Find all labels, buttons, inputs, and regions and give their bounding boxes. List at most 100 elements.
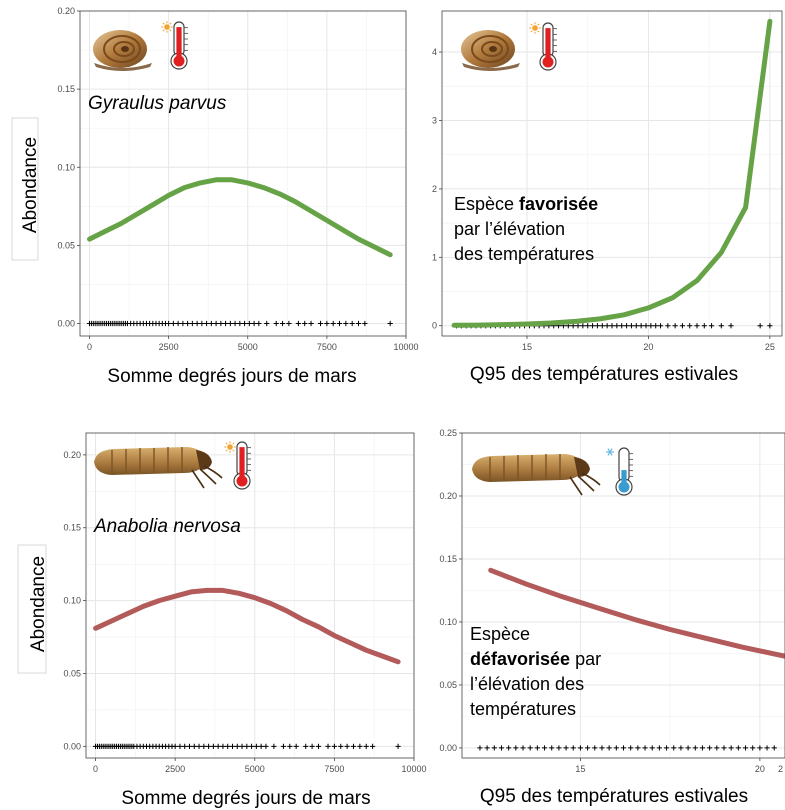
species-label: Anabolia nervosa [93,516,241,537]
observation-mark [656,745,662,751]
observation-mark [308,320,314,327]
thermometer-bulb [542,56,554,68]
observation-mark [707,745,713,751]
x-tick-label: 5000 [238,342,258,352]
observation-mark [194,320,200,327]
observation-mark [302,320,308,327]
panel-p1: 0 2500 5000 7500 10000 0.00 0.05 0.10 0.15 0.20 So… [11,6,419,387]
annotation-text: Espèce [454,194,519,214]
observation-mark [477,745,483,751]
y-tick-label: 0.10 [439,617,457,627]
observation-mark [227,320,233,327]
thermometer-level [176,27,182,59]
observation-mark [208,320,214,327]
observation-mark [246,320,252,327]
observation-mark [271,743,277,749]
observation-mark [317,320,324,327]
thermometer-cold-icon [615,447,633,496]
observation-mark [513,745,519,751]
observation-mark [575,323,581,329]
sun-ray [225,442,228,445]
observation-mark [687,323,693,329]
sun-core [164,24,170,30]
annotation-text: Espèce [470,624,530,644]
sun-icon [161,21,173,33]
annotation-text: des températures [454,244,594,264]
observation-mark [325,743,331,749]
x-tick-label: 5000 [245,764,265,774]
observation-mark [728,745,734,751]
observation-mark [599,745,605,751]
observation-mark [338,743,344,749]
observation-mark [628,323,635,329]
observation-mark [556,745,562,751]
observation-mark [229,743,236,749]
observation-mark [172,743,178,749]
sun-icon [529,22,541,34]
observation-mark [613,745,619,751]
sun-ray [537,23,540,26]
observation-mark [363,743,369,749]
sun-core [227,444,233,450]
y-tick-label: 0.20 [57,6,75,16]
observation-mark [264,320,270,327]
observation-mark [642,745,648,751]
observation-mark [280,743,287,749]
y-axis-title: Abondance [28,556,49,652]
observation-mark [258,743,264,749]
observation-mark [742,745,749,751]
y-tick-label: 1 [432,252,437,262]
observation-mark [757,745,763,751]
observation-mark [606,745,612,751]
observation-mark [253,743,259,749]
observation-mark [170,320,176,327]
observation-mark [649,745,655,751]
x-tick-label: 0 [93,764,98,774]
panel-border [85,432,415,759]
observation-mark [585,323,591,329]
observation-mark [232,320,238,327]
x-tick-label: 20 [643,342,653,352]
annotation-line: températures [470,699,576,719]
thermometer-bulb [173,55,185,67]
y-tick-label: 0.10 [63,596,81,606]
observation-mark [234,743,240,749]
observation-mark [286,320,292,327]
observation-mark [692,745,698,751]
observation-mark [324,320,330,327]
thermometer-hot-icon [170,21,188,70]
y-tick-label: 0.10 [57,162,75,172]
observation-mark [222,320,229,327]
x-tick-label: 25 [765,342,775,352]
observation-mark [679,323,686,329]
observation-mark [336,320,343,327]
observation-mark [563,745,569,751]
annotation-emphasis: défavorisée [470,649,570,669]
observation-mark [653,323,659,329]
observation-mark [370,743,376,749]
observation-mark [395,743,401,749]
thermometer-level [239,447,245,479]
x-axis-title: Somme degrés jours de mars [107,366,356,387]
observation-mark [665,323,671,329]
observation-mark [685,745,691,751]
observation-mark [643,323,649,329]
observation-mark [619,323,625,329]
observation-mark [589,323,596,329]
sun-ray [232,449,235,452]
observation-mark [218,320,224,327]
observation-mark [191,743,197,749]
observation-mark [708,323,715,329]
observation-mark [220,743,226,749]
observation-mark [520,745,526,751]
observation-mark [764,745,770,751]
y-tick-label: 0.15 [439,554,457,564]
y-tick-label: 0.20 [439,491,457,501]
observation-mark [180,320,186,327]
y-tick-label: 0.15 [57,84,75,94]
sun-icon [224,441,236,453]
observation-mark [718,323,724,329]
y-tick-label: 2 [432,184,437,194]
sun-ray [537,30,540,33]
y-tick-label: 0.20 [63,450,81,460]
